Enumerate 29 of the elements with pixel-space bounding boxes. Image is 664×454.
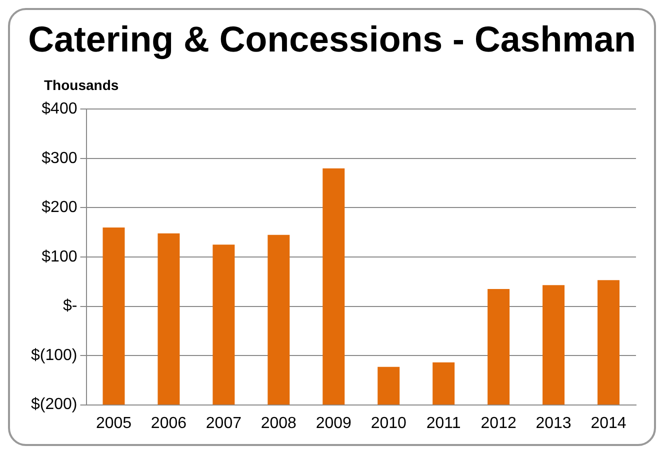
x-tick-label: 2013	[536, 414, 572, 432]
x-tick-label: 2005	[96, 414, 132, 432]
bar	[488, 289, 510, 405]
x-tick-label: 2009	[316, 414, 352, 432]
x-tick-label: 2008	[260, 414, 297, 432]
x-tick-label: 2012	[480, 414, 516, 432]
bar	[598, 280, 620, 405]
y-tick-label: $100	[42, 248, 78, 266]
x-tick-label: 2006	[150, 414, 187, 432]
x-tick-label: 2011	[426, 414, 461, 432]
y-tick-label: $400	[42, 100, 78, 118]
bar	[542, 285, 565, 405]
x-tick-label: 2007	[206, 414, 242, 432]
bar	[322, 168, 345, 405]
y-axis-title: Thousands	[44, 77, 119, 94]
y-tick-label: $300	[42, 150, 78, 167]
x-tick-label: 2014	[590, 414, 626, 432]
y-tick-label: $(200)	[31, 396, 78, 414]
bar	[102, 227, 125, 405]
x-tick-label: 2010	[370, 414, 407, 432]
bar	[268, 234, 290, 405]
chart-title: Catering & Concessions - Cashman	[28, 18, 636, 60]
y-tick-label: $(100)	[31, 346, 78, 364]
y-tick-label: $200	[42, 199, 78, 216]
bar	[378, 366, 400, 405]
bar	[212, 244, 235, 405]
bar	[432, 362, 455, 405]
y-tick-label: $-	[63, 298, 78, 315]
bar	[158, 233, 180, 405]
